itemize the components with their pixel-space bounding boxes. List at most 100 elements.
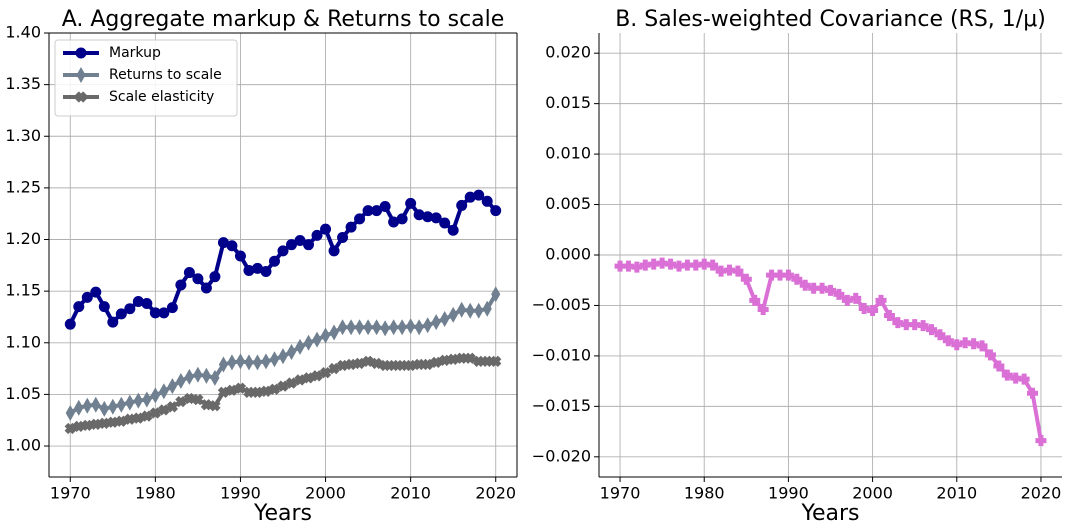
marker — [665, 258, 677, 270]
marker — [406, 318, 416, 335]
marker — [115, 415, 127, 427]
marker — [473, 355, 485, 368]
x-tick-label: 2000 — [305, 484, 346, 503]
marker — [200, 399, 213, 411]
marker — [808, 282, 820, 294]
y-tick-label: 1.20 — [5, 229, 41, 248]
marker — [217, 386, 230, 398]
marker — [311, 370, 323, 382]
x-tick-label: 1980 — [684, 484, 725, 503]
marker — [346, 319, 356, 336]
marker — [490, 205, 502, 217]
y-tick-label: 0.010 — [545, 144, 591, 163]
marker — [209, 271, 221, 283]
marker — [883, 310, 895, 322]
marker — [234, 250, 246, 262]
marker — [622, 260, 634, 272]
marker — [481, 195, 493, 207]
marker — [166, 302, 178, 314]
marker — [833, 288, 845, 300]
marker — [124, 413, 136, 425]
marker — [175, 279, 187, 291]
marker — [90, 286, 102, 298]
marker — [355, 319, 365, 336]
y-tick-label: 0.015 — [545, 93, 591, 112]
marker — [64, 318, 76, 330]
marker — [192, 393, 204, 406]
marker — [278, 348, 288, 365]
marker — [673, 260, 685, 272]
marker — [98, 301, 110, 313]
marker — [456, 199, 468, 211]
y-tick-label: 1.25 — [5, 177, 41, 196]
marker — [107, 416, 119, 428]
marker — [482, 300, 492, 317]
marker — [816, 282, 828, 294]
marker — [107, 316, 119, 328]
marker — [614, 260, 626, 272]
x-axis-label: Years — [800, 501, 859, 526]
marker — [124, 303, 136, 315]
marker — [91, 396, 101, 413]
marker — [439, 217, 451, 229]
marker — [448, 306, 458, 323]
marker — [389, 319, 399, 336]
marker — [353, 357, 366, 370]
marker — [639, 259, 651, 271]
y-tick-label: 0.005 — [545, 194, 591, 213]
marker — [184, 368, 194, 385]
marker — [423, 317, 433, 334]
marker — [749, 294, 761, 306]
marker — [74, 399, 84, 416]
marker — [82, 397, 92, 414]
marker — [976, 340, 988, 352]
marker — [362, 355, 374, 368]
marker — [440, 311, 450, 328]
marker — [303, 334, 314, 351]
marker — [149, 407, 162, 419]
marker — [260, 266, 272, 278]
legend-marker — [75, 47, 87, 59]
marker — [380, 320, 390, 337]
marker — [900, 319, 912, 331]
y-tick-label: 1.35 — [5, 74, 41, 93]
marker — [917, 320, 929, 332]
marker — [268, 255, 280, 267]
x-tick-label: 1970 — [50, 484, 91, 503]
marker — [799, 279, 811, 291]
legend-box — [54, 39, 238, 117]
marker — [183, 392, 196, 405]
marker — [942, 335, 954, 347]
marker — [490, 355, 502, 368]
marker — [396, 359, 408, 372]
marker — [115, 308, 127, 320]
marker — [336, 359, 349, 372]
y-tick-label: −0.015 — [532, 396, 591, 415]
y-tick-label: −0.020 — [532, 446, 591, 465]
marker — [414, 319, 424, 336]
x-tick-label: 1990 — [220, 484, 261, 503]
marker — [430, 356, 442, 369]
marker — [370, 357, 383, 370]
x-tick-label: 1970 — [600, 484, 641, 503]
marker — [65, 404, 75, 421]
marker — [141, 298, 153, 310]
y-tick-label: 1.10 — [5, 332, 41, 351]
y-tick-label: −0.005 — [532, 295, 591, 314]
marker — [379, 359, 391, 372]
marker — [218, 356, 229, 373]
marker — [73, 301, 85, 313]
legend-label: Returns to scale — [109, 67, 222, 83]
marker — [141, 410, 153, 422]
marker — [285, 377, 298, 389]
marker — [81, 291, 93, 303]
x-tick-label: 2000 — [852, 484, 893, 503]
marker — [372, 319, 382, 336]
marker — [732, 265, 744, 277]
marker — [875, 294, 887, 306]
marker — [302, 372, 315, 384]
marker — [707, 259, 719, 271]
legend-marker — [76, 66, 86, 84]
marker — [715, 265, 727, 277]
